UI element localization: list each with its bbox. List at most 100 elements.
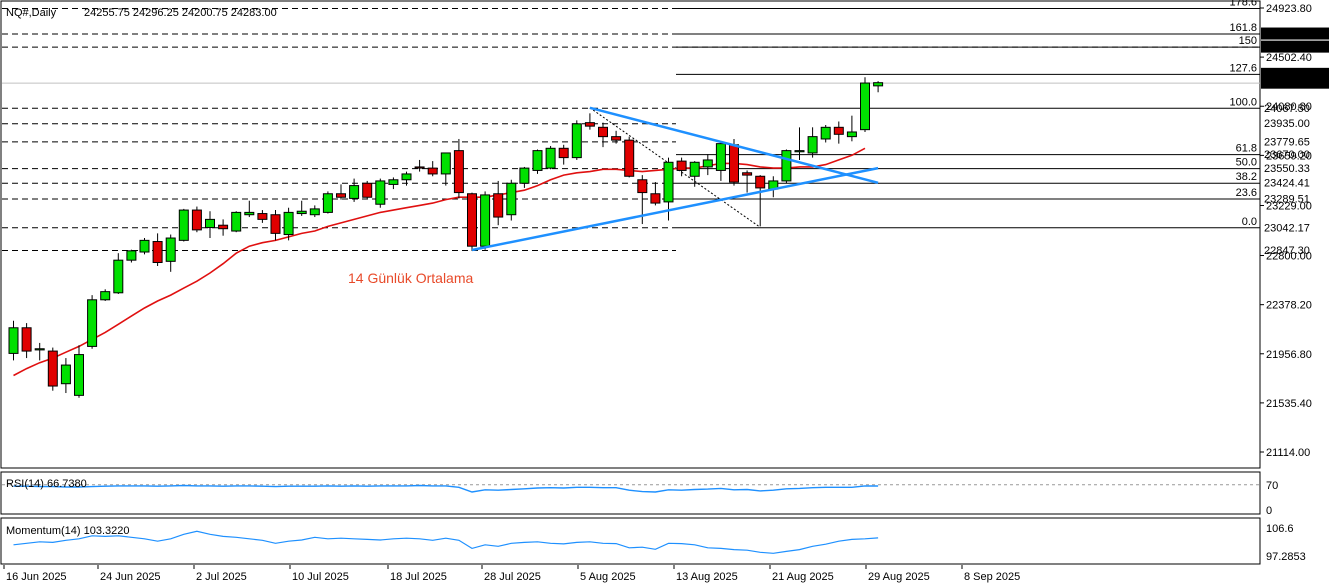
bullish-candle [205,218,215,229]
price-tag-label: 24067.50 [1264,103,1310,115]
bullish-candle [506,182,517,216]
rsi-label: RSI(14) 66.7380 [6,478,87,490]
fib-guide-line [589,107,761,228]
price-tag-box [1261,192,1329,205]
time-label: 24 Jun 2025 [100,571,161,583]
price-tag-label: 23289.51 [1264,193,1310,205]
price-tick-label: 21114.00 [1266,447,1310,459]
bullish-candle [74,354,84,396]
bullish-candle [571,123,582,159]
chart-frame [0,0,1261,565]
time-label: 16 Jun 2025 [6,571,67,583]
price-tag-label: 24592.40 [1264,42,1310,54]
rsi-line [13,484,879,493]
price-tag-box [1261,40,1329,53]
momentum-tick-label: 97.2853 [1266,551,1306,563]
bullish-candle [545,147,556,169]
time-label: 2 Jul 2025 [196,571,247,583]
bearish-candle [336,193,346,198]
bullish-candle [873,82,884,87]
time-label: 28 Jul 2025 [484,571,541,583]
bearish-candle [637,179,648,194]
bullish-candle [689,161,700,177]
bearish-candle [650,193,661,204]
fib-level-label: 0.0 [1242,216,1257,228]
bearish-candle [676,160,687,171]
bullish-candle [440,152,451,175]
time-label: 29 Aug 2025 [868,571,930,583]
bearish-candle [584,122,595,127]
fib-level-label: 38.2 [1236,171,1257,183]
bullish-candle [388,179,399,185]
bullish-candle [781,150,792,182]
bullish-candle [349,185,360,199]
price-tag-box [1261,176,1329,189]
rsi-panel-border [0,471,1261,515]
price-tag-label: 23670.00 [1264,149,1310,161]
price-tick-label: 23659.20 [1266,150,1312,162]
price-tag-box [1261,221,1329,234]
bearish-candle [270,214,281,234]
trendline [471,166,879,252]
bullish-candle [820,126,831,140]
bullish-candle [663,161,674,203]
bearish-candle [833,126,844,135]
rsi-tick-label: 70 [1266,480,1278,492]
fib-level-label: 50.0 [1236,157,1257,169]
rsi-indicator: 70 0 [2,480,1278,517]
fib-level-label: 61.8 [1236,143,1257,155]
price-tag-box [1261,243,1329,256]
momentum-panel-border [0,517,1261,565]
fib-level-label: 127.6 [1229,62,1257,74]
chart-symbol: NQ#,Daily [6,7,57,19]
bullish-candle [165,237,176,262]
bearish-candle [257,213,268,220]
fib-level-label: 150 [1239,35,1257,47]
price-tick-label: 21535.40 [1266,398,1312,410]
bearish-candle [191,209,202,231]
price-tick-label: 23229.00 [1266,201,1312,213]
price-tick-label: 24923.80 [1266,3,1312,15]
price-tag-box [1261,148,1329,161]
bullish-candle [178,209,189,241]
price-tick-label: 24080.80 [1266,101,1312,113]
bullish-candle [113,259,124,294]
bearish-candle [598,126,608,138]
rsi-tick-label: 0 [1266,505,1272,517]
bearish-candle [467,193,477,247]
candlesticks[interactable] [8,77,884,398]
bullish-candle [702,159,713,168]
bullish-candle [296,210,307,215]
momentum-label: Momentum(14) 103.3220 [6,525,130,537]
price-tick-label: 22378.20 [1266,300,1312,312]
price-tag-label: 24283.00 [1264,78,1310,90]
bullish-candle [794,150,805,153]
bullish-candle [231,211,242,232]
trendline [589,106,879,184]
price-tag-box [1261,162,1329,175]
bullish-candle [860,82,870,131]
fib-level-label: 178.6 [1229,0,1257,9]
price-tag-box [1261,135,1329,148]
momentum-tick-label: 106.6 [1266,523,1294,535]
bullish-candle [401,173,412,181]
bearish-candle [152,241,163,264]
trendlines [471,106,879,252]
bullish-candle [60,364,71,385]
bearish-candle [427,167,438,175]
bullish-candle [100,291,111,301]
fib-level-label: 100.0 [1229,96,1257,108]
price-tag-box [1261,76,1329,89]
bullish-candle [715,143,726,171]
bearish-candle [362,182,373,198]
ma-annotation: 14 Günlük Ortalama [348,270,473,286]
bearish-candle [21,327,32,352]
price-tag-label: 23935.00 [1264,118,1310,130]
price-tick-label: 21956.80 [1266,349,1312,361]
bearish-candle [624,139,635,177]
time-label: 10 Jul 2025 [292,571,349,583]
price-tag-label: 23779.65 [1264,136,1310,148]
fib-level-label: 161.8 [1229,22,1257,34]
